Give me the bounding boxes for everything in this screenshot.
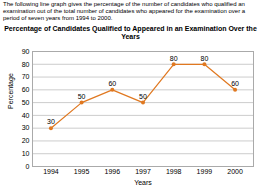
html-text:Percentage of Candidates Quali: Percentage of Candidates Qualified to Ap… <box>4 24 257 40</box>
svg-text:Percentage: Percentage <box>7 73 15 109</box>
svg-text:1997: 1997 <box>135 169 151 176</box>
svg-text:10: 10 <box>22 150 30 157</box>
svg-text:0: 0 <box>26 163 30 170</box>
svg-text:50: 50 <box>139 93 147 100</box>
svg-text:30: 30 <box>22 125 30 132</box>
svg-text:40: 40 <box>22 112 30 119</box>
svg-text:20: 20 <box>22 138 30 145</box>
svg-text:50: 50 <box>22 99 30 106</box>
svg-text:2000: 2000 <box>227 169 243 176</box>
svg-text:1995: 1995 <box>74 169 90 176</box>
svg-text:90: 90 <box>22 48 30 55</box>
svg-text:50: 50 <box>78 93 86 100</box>
svg-text:60: 60 <box>22 86 30 93</box>
svg-text:80: 80 <box>22 61 30 68</box>
svg-text:70: 70 <box>22 74 30 81</box>
svg-text:30: 30 <box>47 119 55 126</box>
svg-text:Years: Years <box>134 179 152 186</box>
svg-text:80: 80 <box>200 55 208 62</box>
html-text:The following line graph gives: The following line graph gives the perce… <box>3 1 246 22</box>
svg-text:1996: 1996 <box>105 169 121 176</box>
svg-text:60: 60 <box>231 80 239 87</box>
svg-text:80: 80 <box>170 55 178 62</box>
svg-text:60: 60 <box>108 80 116 87</box>
svg-text:1999: 1999 <box>197 169 213 176</box>
svg-text:1998: 1998 <box>166 169 182 176</box>
svg-text:1994: 1994 <box>43 169 59 176</box>
